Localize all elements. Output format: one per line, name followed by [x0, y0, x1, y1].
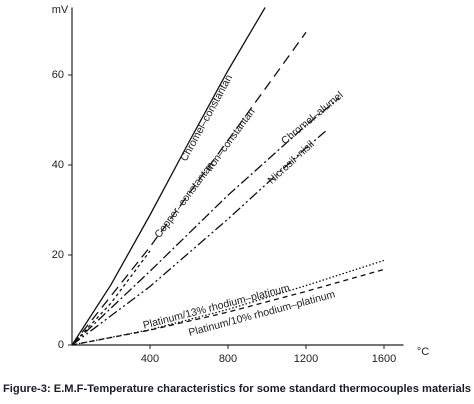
series-line [71, 7, 266, 346]
y-axis-label: mV [52, 4, 69, 16]
y-tick-label: 40 [52, 159, 64, 171]
series-line [71, 31, 307, 346]
x-tick-label: 800 [219, 353, 237, 365]
series-line [71, 130, 326, 346]
x-tick-label: 400 [141, 353, 159, 365]
series-line [71, 250, 151, 346]
caption: Figure-3: E.M.F-Temperature characterist… [3, 383, 471, 395]
series-line [71, 97, 340, 346]
x-tick-label: 1200 [294, 353, 318, 365]
series-label: Nicrosil–nisil [266, 138, 317, 186]
y-tick-label: 20 [52, 249, 64, 261]
y-tick-label: 60 [52, 69, 64, 81]
x-axis-label: °C [417, 346, 429, 358]
series-line [71, 259, 385, 346]
series-label: Chromel–alumel [279, 89, 346, 147]
series-label: Copper–constantan [152, 160, 217, 241]
x-tick-label: 1600 [372, 353, 396, 365]
y-tick-label: 0 [58, 339, 64, 351]
